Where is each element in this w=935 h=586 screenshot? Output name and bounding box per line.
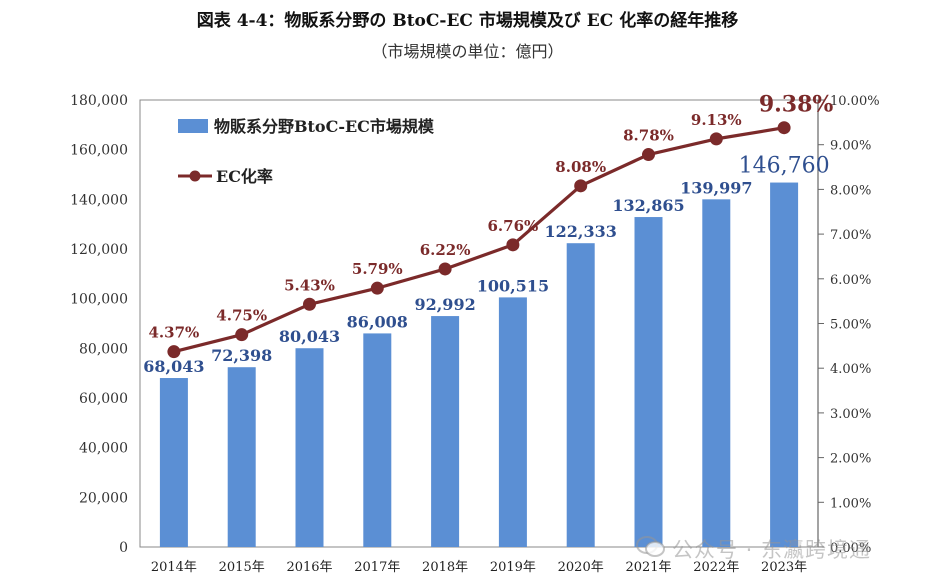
y-right-tick-label: 4.00%	[830, 362, 871, 377]
tick-labels: 0 20,000 40,000 60,000 80,000 100,000 120,000 1…	[70, 93, 879, 575]
bar-data-label: 132,865	[612, 196, 684, 215]
bar-data-label: 86,008	[347, 312, 408, 331]
bar	[566, 243, 595, 547]
y-right-tick-label: 6.00%	[830, 273, 871, 288]
bar-data-label: 80,043	[279, 327, 340, 346]
y-left-tick-label: 40,000	[79, 441, 128, 457]
y-right-tick-label: 9.00%	[830, 139, 871, 154]
x-tick-label: 2023年	[761, 560, 807, 575]
line-data-label: 5.79%	[352, 260, 403, 278]
line-data-label: 6.22%	[420, 241, 471, 259]
y-right-tick-label: 3.00%	[830, 407, 871, 422]
y-left-tick-label: 20,000	[79, 490, 128, 506]
line-data-label: 4.75%	[216, 307, 267, 325]
ec-rate-point	[167, 345, 181, 359]
x-tick-label: 2020年	[558, 560, 604, 575]
ec-rate-point	[506, 238, 520, 252]
x-tick-label: 2016年	[286, 560, 332, 575]
ec-rate-point	[709, 132, 723, 146]
legend-line-marker	[189, 170, 201, 182]
x-tick-label: 2015年	[219, 560, 265, 575]
bar-series	[159, 182, 799, 547]
legend-bar-swatch	[178, 119, 208, 133]
line-data-label: 9.13%	[691, 111, 742, 129]
y-left-tick-label: 100,000	[70, 292, 128, 308]
bar-data-label: 122,333	[545, 222, 617, 241]
x-tick-label: 2018年	[422, 560, 468, 575]
ec-rate-point	[574, 179, 588, 193]
bar-data-label: 72,398	[211, 346, 272, 365]
bar	[634, 217, 663, 547]
watermark: 公众号 · 东瀛跨境通	[672, 538, 872, 562]
y-right-tick-label: 1.00%	[830, 496, 871, 511]
line-data-label: 6.76%	[488, 217, 539, 235]
ec-rate-point	[438, 262, 452, 276]
y-right-tick-label: 5.00%	[830, 318, 871, 333]
x-tick-label: 2017年	[354, 560, 400, 575]
y-left-tick-label: 120,000	[70, 242, 128, 258]
bar-data-label: 100,515	[477, 276, 549, 295]
chart-title: 図表 4-4：物販系分野の BtoC-EC 市場規模及び EC 化率の経年推移	[196, 11, 739, 31]
ec-rate-point	[303, 297, 316, 311]
ec-rate-point	[370, 281, 384, 295]
bar-data-label: 146,760	[739, 154, 830, 179]
bar	[295, 348, 324, 547]
bar-data-label: 139,997	[680, 178, 752, 197]
bar	[159, 378, 188, 547]
chart-subtitle: （市場規模の単位：億円）	[371, 42, 564, 61]
line-data-label: 8.08%	[555, 158, 606, 176]
bar	[498, 297, 527, 547]
legend-bar-label: 物販系分野BtoC-EC市場規模	[214, 117, 435, 136]
line-data-label: 5.43%	[284, 276, 335, 294]
y-left-tick-label: 0	[119, 540, 128, 556]
y-right-tick-label: 10.00%	[830, 94, 880, 109]
y-right-tick-label: 8.00%	[830, 183, 871, 198]
bar-data-label: 92,992	[414, 295, 475, 314]
line-series	[167, 121, 791, 359]
line-data-label: 8.78%	[623, 127, 674, 145]
y-left-tick-label: 60,000	[79, 391, 128, 407]
legend: 物販系分野BtoC-EC市場規模 EC化率	[178, 117, 435, 186]
bar	[702, 199, 731, 547]
x-tick-label: 2021年	[625, 560, 671, 575]
y-left-tick-label: 140,000	[70, 192, 128, 208]
ec-rate-point	[777, 121, 791, 135]
y-left-tick-label: 160,000	[70, 143, 128, 159]
ec-rate-point	[642, 148, 655, 162]
ec-rate-point	[235, 328, 249, 342]
legend-line-label: EC化率	[216, 167, 273, 186]
y-right-tick-label: 0.00%	[830, 541, 871, 556]
wechat-icon	[636, 536, 665, 557]
line-data-label: 4.37%	[149, 324, 200, 342]
y-left-tick-label: 80,000	[79, 341, 128, 357]
line-data-label: 9.38%	[759, 92, 834, 118]
line-labels: 4.37% 4.75% 5.43% 5.79% 6.22% 6.76% 8.08% 8.78%…	[149, 92, 834, 342]
bar	[227, 367, 256, 547]
bar	[431, 316, 460, 547]
y-left-tick-label: 180,000	[70, 93, 128, 109]
bar	[770, 182, 799, 547]
bar	[363, 333, 392, 547]
y-right-tick-label: 7.00%	[830, 228, 871, 243]
axes	[139, 99, 824, 548]
x-tick-label: 2019年	[490, 560, 536, 575]
y-right-tick-label: 2.00%	[830, 452, 871, 467]
bar-data-label: 68,043	[143, 357, 204, 376]
ec-rate-line	[173, 126, 785, 354]
x-tick-label: 2014年	[151, 560, 197, 575]
x-tick-label: 2022年	[693, 560, 739, 575]
